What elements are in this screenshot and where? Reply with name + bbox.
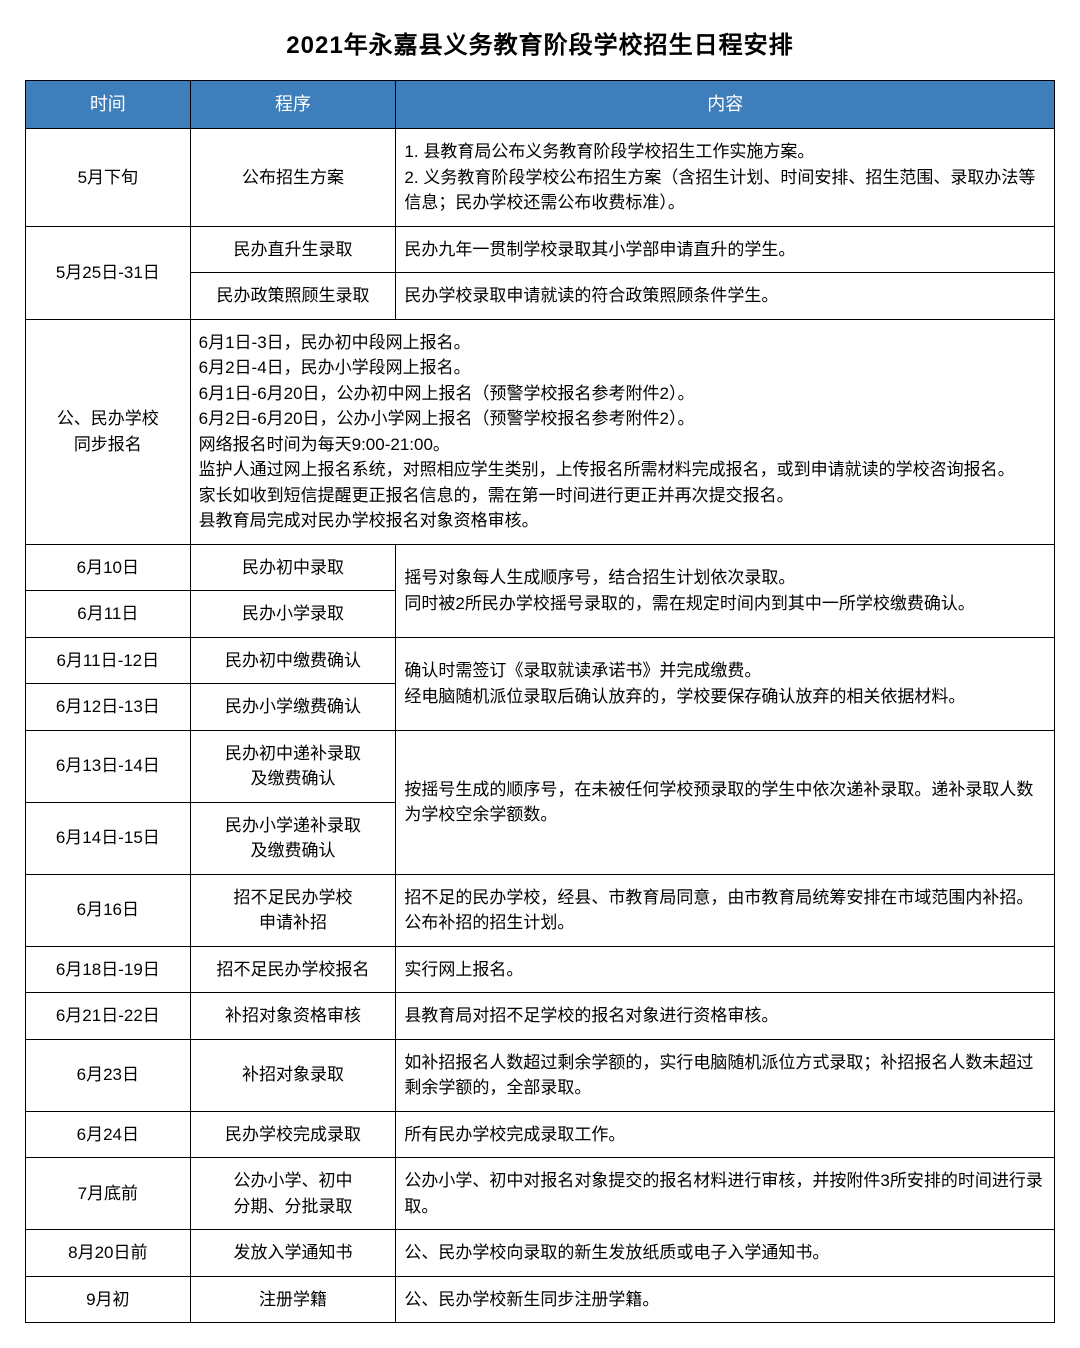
table-row: 6月24日 民办学校完成录取 所有民办学校完成录取工作。 [26,1111,1055,1158]
table-row: 6月16日 招不足民办学校申请补招 招不足的民办学校，经县、市教育局同意，由市教… [26,874,1055,946]
cell-content: 公办小学、初中对报名对象提交的报名材料进行审核，并按附件3所安排的时间进行录取。 [396,1158,1055,1230]
cell-time: 6月21日-22日 [26,993,191,1040]
cell-time: 6月23日 [26,1039,191,1111]
cell-time: 6月14日-15日 [26,802,191,874]
cell-content: 县教育局对招不足学校的报名对象进行资格审核。 [396,993,1055,1040]
cell-time: 6月18日-19日 [26,946,191,993]
cell-time: 6月11日-12日 [26,637,191,684]
cell-proc: 民办学校完成录取 [190,1111,396,1158]
table-row: 6月18日-19日 招不足民办学校报名 实行网上报名。 [26,946,1055,993]
table-row: 6月11日-12日 民办初中缴费确认 确认时需签订《录取就读承诺书》并完成缴费。… [26,637,1055,684]
cell-proc: 民办小学录取 [190,591,396,638]
table-row: 5月下旬 公布招生方案 1. 县教育局公布义务教育阶段学校招生工作实施方案。2.… [26,129,1055,227]
cell-time: 6月10日 [26,544,191,591]
cell-proc: 招不足民办学校报名 [190,946,396,993]
cell-proc: 民办初中缴费确认 [190,637,396,684]
page-title: 2021年永嘉县义务教育阶段学校招生日程安排 [25,25,1055,60]
cell-proc: 民办初中递补录取及缴费确认 [190,730,396,802]
cell-time: 5月25日-31日 [26,226,191,319]
cell-time: 6月11日 [26,591,191,638]
cell-time: 6月12日-13日 [26,684,191,731]
cell-proc: 招不足民办学校申请补招 [190,874,396,946]
header-proc: 程序 [190,81,396,129]
table-header-row: 时间 程序 内容 [26,81,1055,129]
cell-proc: 民办直升生录取 [190,226,396,273]
cell-proc: 民办政策照顾生录取 [190,273,396,320]
table-row: 6月10日 民办初中录取 摇号对象每人生成顺序号，结合招生计划依次录取。同时被2… [26,544,1055,591]
table-row: 6月23日 补招对象录取 如补招报名人数超过剩余学额的，实行电脑随机派位方式录取… [26,1039,1055,1111]
cell-content: 民办九年一贯制学校录取其小学部申请直升的学生。 [396,226,1055,273]
cell-time: 5月下旬 [26,129,191,227]
cell-proc: 民办小学缴费确认 [190,684,396,731]
table-row: 公、民办学校同步报名 6月1日-3日，民办初中段网上报名。6月2日-4日，民办小… [26,319,1055,544]
table-row: 5月25日-31日 民办直升生录取 民办九年一贯制学校录取其小学部申请直升的学生… [26,226,1055,273]
cell-content: 摇号对象每人生成顺序号，结合招生计划依次录取。同时被2所民办学校摇号录取的，需在… [396,544,1055,637]
cell-content: 公、民办学校新生同步注册学籍。 [396,1276,1055,1323]
table-row: 6月21日-22日 补招对象资格审核 县教育局对招不足学校的报名对象进行资格审核… [26,993,1055,1040]
cell-time: 公、民办学校同步报名 [26,319,191,544]
cell-content: 1. 县教育局公布义务教育阶段学校招生工作实施方案。2. 义务教育阶段学校公布招… [396,129,1055,227]
cell-proc: 公布招生方案 [190,129,396,227]
cell-content: 按摇号生成的顺序号，在未被任何学校预录取的学生中依次递补录取。递补录取人数为学校… [396,730,1055,874]
cell-time: 6月16日 [26,874,191,946]
table-row: 8月20日前 发放入学通知书 公、民办学校向录取的新生发放纸质或电子入学通知书。 [26,1230,1055,1277]
cell-content: 民办学校录取申请就读的符合政策照顾条件学生。 [396,273,1055,320]
table-row: 9月初 注册学籍 公、民办学校新生同步注册学籍。 [26,1276,1055,1323]
cell-proc: 发放入学通知书 [190,1230,396,1277]
cell-time: 6月24日 [26,1111,191,1158]
cell-content: 实行网上报名。 [396,946,1055,993]
header-content: 内容 [396,81,1055,129]
cell-proc: 公办小学、初中分期、分批录取 [190,1158,396,1230]
cell-content: 公、民办学校向录取的新生发放纸质或电子入学通知书。 [396,1230,1055,1277]
cell-time: 9月初 [26,1276,191,1323]
cell-content: 确认时需签订《录取就读承诺书》并完成缴费。经电脑随机派位录取后确认放弃的，学校要… [396,637,1055,730]
cell-content: 如补招报名人数超过剩余学额的，实行电脑随机派位方式录取；补招报名人数未超过剩余学… [396,1039,1055,1111]
cell-time: 8月20日前 [26,1230,191,1277]
header-time: 时间 [26,81,191,129]
cell-proc: 补招对象资格审核 [190,993,396,1040]
table-row: 6月13日-14日 民办初中递补录取及缴费确认 按摇号生成的顺序号，在未被任何学… [26,730,1055,802]
cell-proc: 民办小学递补录取及缴费确认 [190,802,396,874]
cell-proc: 补招对象录取 [190,1039,396,1111]
cell-time: 6月13日-14日 [26,730,191,802]
cell-content: 招不足的民办学校，经县、市教育局同意，由市教育局统筹安排在市域范围内补招。公布补… [396,874,1055,946]
schedule-table: 时间 程序 内容 5月下旬 公布招生方案 1. 县教育局公布义务教育阶段学校招生… [25,80,1055,1323]
cell-proc: 注册学籍 [190,1276,396,1323]
cell-time: 7月底前 [26,1158,191,1230]
cell-content: 所有民办学校完成录取工作。 [396,1111,1055,1158]
cell-proc: 民办初中录取 [190,544,396,591]
table-row: 7月底前 公办小学、初中分期、分批录取 公办小学、初中对报名对象提交的报名材料进… [26,1158,1055,1230]
cell-content: 6月1日-3日，民办初中段网上报名。6月2日-4日，民办小学段网上报名。6月1日… [190,319,1054,544]
